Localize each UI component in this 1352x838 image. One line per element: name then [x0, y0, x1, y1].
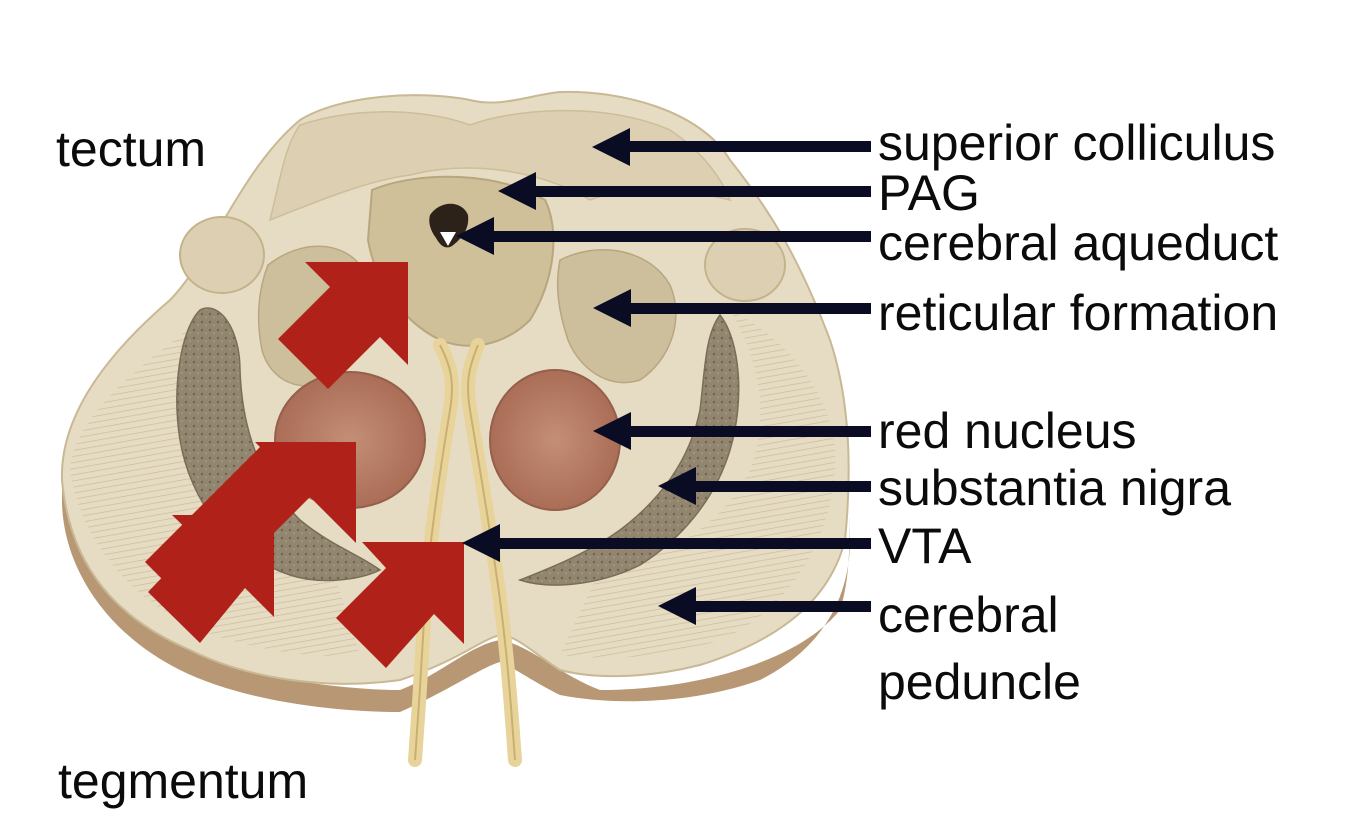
right-lateral-lobe: [704, 228, 786, 302]
label-cerebral-peduncle-line2: peduncle: [878, 654, 1081, 710]
label-cerebral-peduncle-line1: cerebral: [878, 587, 1059, 643]
section-rim: [62, 470, 850, 712]
aqueduct-lumen: [440, 232, 456, 246]
right-red-nucleus: [489, 369, 621, 511]
highlight-arrow-substantia-nigra-small: [148, 515, 274, 643]
label-superior-colliculus: superior colliculus: [878, 115, 1276, 171]
tegmentum-label: tegmentum: [58, 753, 309, 809]
pointer-pag: [498, 172, 871, 210]
pointer-superior-colliculus: [592, 128, 871, 166]
pointer-vta: [462, 524, 871, 562]
label-cerebral-aqueduct: cerebral aqueduct: [878, 215, 1279, 271]
label-substantia-nigra: substantia nigra: [878, 460, 1232, 516]
pointer-arrows: [456, 128, 871, 625]
right-substantia-nigra: [517, 313, 740, 586]
label-reticular-formation: reticular formation: [878, 285, 1279, 341]
label-vta: VTA: [878, 518, 972, 574]
tectum-label: tectum: [56, 121, 207, 177]
left-lateral-lobe: [179, 216, 265, 294]
pointer-cerebral-aqueduct: [456, 217, 871, 255]
pointer-red-nucleus: [593, 412, 871, 450]
label-pag: PAG: [878, 165, 980, 221]
left-midline-fiber-edge: [414, 344, 453, 761]
pointer-substantia-nigra: [658, 467, 871, 505]
pointer-reticular-formation: [593, 289, 871, 327]
label-red-nucleus: red nucleus: [878, 403, 1137, 459]
highlight-arrow-vta: [336, 542, 464, 668]
highlight-arrow-reticular: [278, 262, 408, 389]
pointer-cerebral-peduncle: [658, 587, 871, 625]
